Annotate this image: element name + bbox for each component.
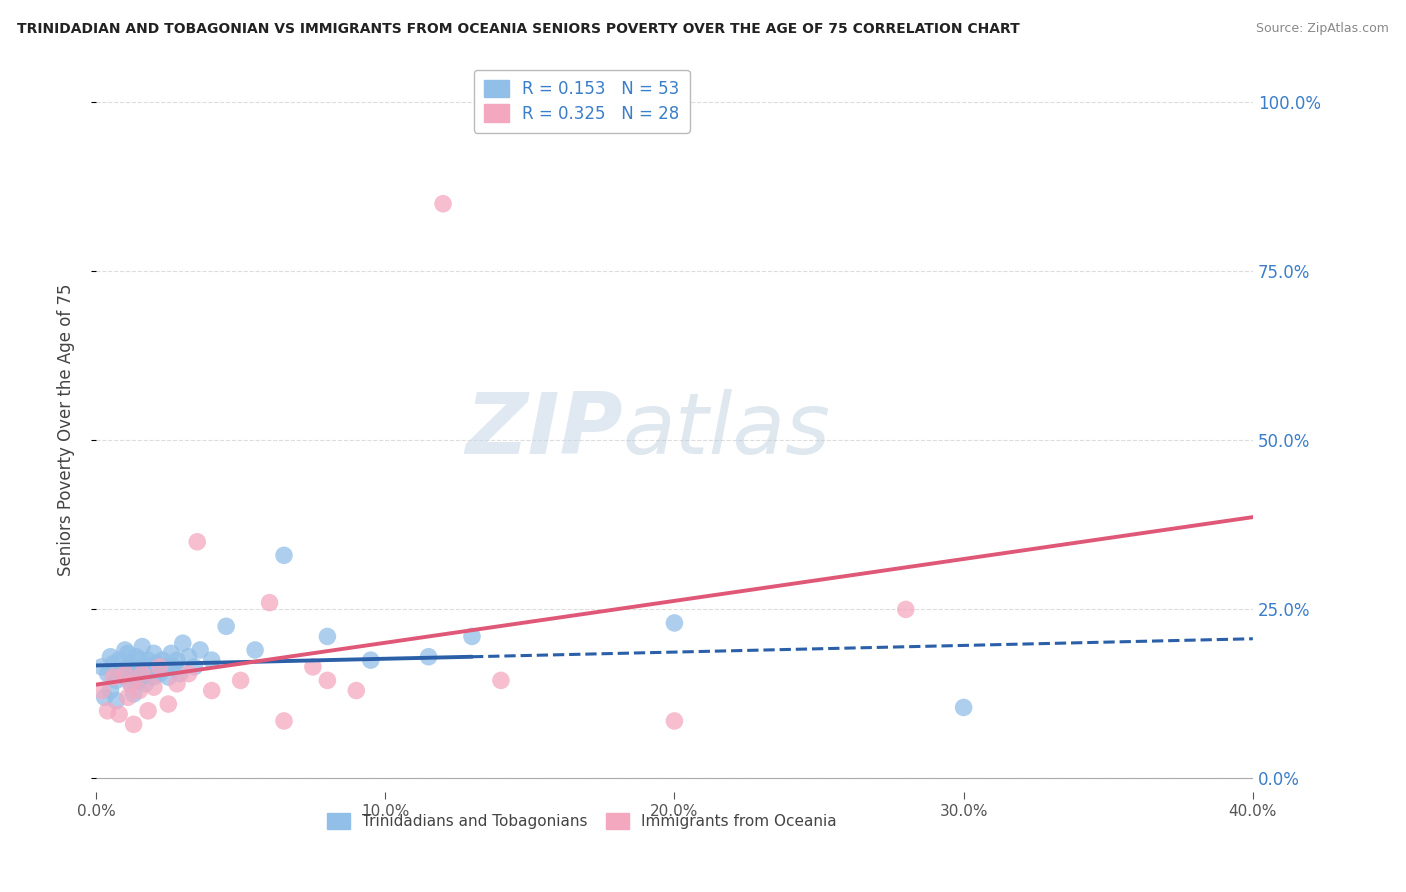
Point [215, 619, 238, 633]
Point [316, 630, 339, 644]
Point [108, 653, 131, 667]
Point [360, 653, 382, 667]
Text: TRINIDADIAN AND TOBAGONIAN VS IMMIGRANTS FROM OCEANIA SENIORS POVERTY OVER THE A: TRINIDADIAN AND TOBAGONIAN VS IMMIGRANTS… [17, 22, 1019, 37]
Point [93, 690, 115, 705]
Point [229, 673, 252, 688]
Point [273, 549, 295, 563]
Point [122, 717, 145, 731]
Point [183, 660, 205, 674]
Point [259, 596, 281, 610]
Point [432, 196, 454, 211]
Point [125, 663, 148, 677]
Point [489, 673, 512, 688]
Point [149, 666, 172, 681]
Point [105, 673, 128, 688]
Point [100, 683, 122, 698]
Point [302, 660, 325, 674]
Point [108, 707, 131, 722]
Point [163, 660, 186, 674]
Point [894, 602, 917, 616]
Point [142, 680, 165, 694]
Point [117, 660, 139, 674]
Point [166, 677, 188, 691]
Point [157, 670, 180, 684]
Point [461, 630, 484, 644]
Legend: Trinidadians and Tobagonians, Immigrants from Oceania: Trinidadians and Tobagonians, Immigrants… [321, 806, 842, 835]
Point [157, 697, 180, 711]
Point [664, 714, 686, 728]
Point [128, 673, 150, 688]
Text: atlas: atlas [623, 389, 831, 472]
Point [139, 663, 162, 677]
Point [152, 653, 174, 667]
Point [177, 666, 200, 681]
Point [103, 670, 125, 684]
Point [952, 700, 974, 714]
Point [114, 666, 136, 681]
Point [201, 683, 224, 698]
Point [169, 666, 191, 681]
Point [186, 534, 208, 549]
Point [177, 649, 200, 664]
Text: Source: ZipAtlas.com: Source: ZipAtlas.com [1256, 22, 1389, 36]
Point [114, 670, 136, 684]
Point [97, 704, 120, 718]
Point [128, 653, 150, 667]
Point [117, 690, 139, 705]
Y-axis label: Seniors Poverty Over the Age of 75: Seniors Poverty Over the Age of 75 [58, 284, 75, 576]
Point [117, 646, 139, 660]
Point [97, 666, 120, 681]
Point [120, 677, 142, 691]
Point [131, 666, 153, 681]
Point [142, 646, 165, 660]
Point [100, 649, 122, 664]
Text: ZIP: ZIP [465, 389, 623, 472]
Point [122, 666, 145, 681]
Point [149, 660, 172, 674]
Point [344, 683, 367, 698]
Point [114, 643, 136, 657]
Point [188, 643, 211, 657]
Point [90, 683, 112, 698]
Point [90, 660, 112, 674]
Point [172, 636, 194, 650]
Point [243, 643, 266, 657]
Point [131, 666, 153, 681]
Point [136, 653, 159, 667]
Point [128, 683, 150, 698]
Point [120, 677, 142, 691]
Point [166, 653, 188, 667]
Point [120, 657, 142, 671]
Point [418, 649, 440, 664]
Point [201, 653, 224, 667]
Point [134, 660, 156, 674]
Point [111, 663, 134, 677]
Point [103, 657, 125, 671]
Point [273, 714, 295, 728]
Point [160, 646, 183, 660]
Point [131, 640, 153, 654]
Point [134, 677, 156, 691]
Point [664, 615, 686, 630]
Point [155, 660, 177, 674]
Point [105, 694, 128, 708]
Point [136, 704, 159, 718]
Point [125, 649, 148, 664]
Point [145, 657, 167, 671]
Point [316, 673, 339, 688]
Point [122, 687, 145, 701]
Point [142, 670, 165, 684]
